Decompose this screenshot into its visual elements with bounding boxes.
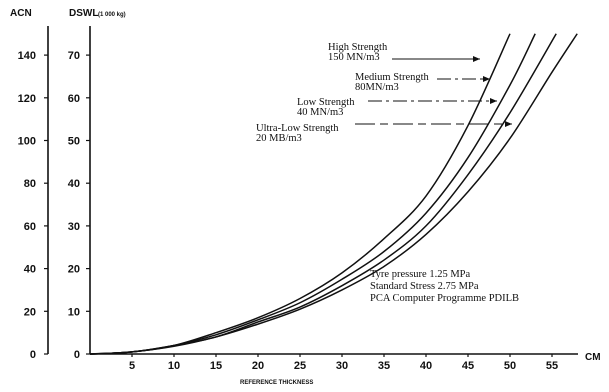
left-tick-label: 80: [24, 178, 36, 190]
right-axis-ticks: 0 10 20 30 40 50 60 70: [68, 50, 90, 361]
x-axis-title: REFERENCE THICKNESS: [240, 380, 313, 386]
right-tick-label: 0: [74, 349, 80, 361]
curve-label-high-strength: 150 MN/m3: [328, 52, 380, 63]
right-tick-label: 50: [68, 136, 80, 148]
right-tick-label: 20: [68, 264, 80, 276]
right-axis-unit: (1 000 kg): [98, 12, 126, 18]
leader-arrow-low-strength: [490, 98, 497, 104]
x-tick-label: 25: [294, 360, 306, 372]
left-tick-label: 100: [18, 136, 36, 148]
left-axis-ticks: 0 20 40 60 80 100 120 140: [18, 50, 48, 361]
leader-arrow-ultra-low-strength: [505, 121, 512, 127]
note-tyre-pressure: Tyre pressure 1.25 MPa: [370, 269, 470, 280]
left-tick-label: 20: [24, 306, 36, 318]
x-tick-label: 10: [168, 360, 180, 372]
curves: [90, 34, 577, 354]
leader-arrow-high-strength: [473, 56, 480, 62]
x-axis-ticks: 5 10 15 20 25 30 35 40 45 50 55: [129, 354, 558, 372]
right-tick-label: 40: [68, 178, 80, 190]
x-tick-label: 45: [462, 360, 474, 372]
curve-ultra-low-strength: [90, 34, 577, 354]
left-tick-label: 140: [18, 50, 36, 62]
curve-label-medium-strength: 80MN/m3: [355, 82, 399, 93]
right-tick-label: 70: [68, 50, 80, 62]
x-axis-unit: CM: [585, 352, 601, 363]
x-tick-label: 5: [129, 360, 135, 372]
right-tick-label: 30: [68, 221, 80, 233]
left-axis-title: ACN: [10, 8, 32, 19]
left-tick-label: 40: [24, 264, 36, 276]
curve-low-strength: [90, 34, 556, 354]
x-tick-label: 30: [336, 360, 348, 372]
note-standard-stress: Standard Stress 2.75 MPa: [370, 281, 479, 292]
curve-medium-strength: [90, 34, 535, 354]
curve-label-ultra-low-strength: 20 MB/m3: [256, 133, 302, 144]
x-tick-label: 55: [546, 360, 558, 372]
left-tick-label: 120: [18, 93, 36, 105]
left-tick-label: 60: [24, 221, 36, 233]
curve-label-low-strength: 40 MN/m3: [297, 107, 343, 118]
left-tick-label: 0: [30, 349, 36, 361]
curve-high-strength: [90, 34, 510, 354]
right-tick-label: 60: [68, 93, 80, 105]
x-tick-label: 50: [504, 360, 516, 372]
right-axis-title: DSWL: [69, 8, 98, 19]
x-tick-label: 35: [378, 360, 390, 372]
x-tick-label: 40: [420, 360, 432, 372]
right-tick-label: 10: [68, 306, 80, 318]
x-tick-label: 15: [210, 360, 222, 372]
x-tick-label: 20: [252, 360, 264, 372]
note-program: PCA Computer Programme PDILB: [370, 293, 519, 304]
